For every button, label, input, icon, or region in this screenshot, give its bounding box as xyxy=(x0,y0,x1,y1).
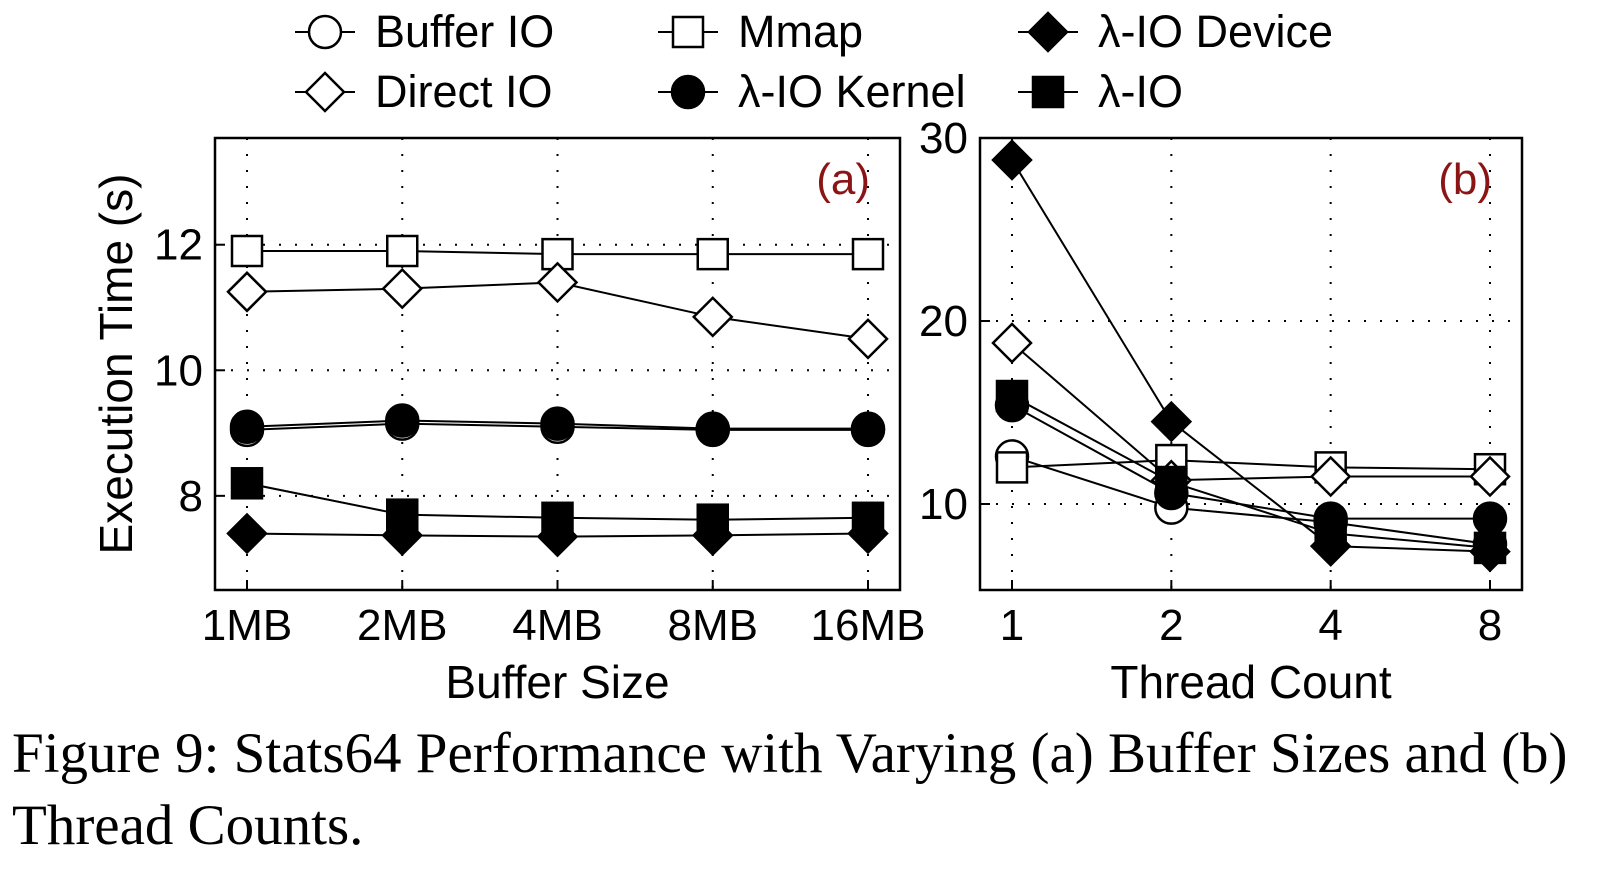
series-lambda-io xyxy=(995,379,1507,565)
legend-marker-mmap xyxy=(671,15,705,49)
panel-tag: (a) xyxy=(816,155,870,204)
point-direct-io-16mb xyxy=(847,318,889,360)
series-lambda-io-kernel xyxy=(229,403,886,446)
point-lambda-io-device-1mb xyxy=(226,512,268,555)
point-lambda-io-kernel-2mb xyxy=(385,403,420,438)
point-lambda-io-1mb xyxy=(230,467,264,500)
y-tick-label-30: 30 xyxy=(919,114,968,163)
point-mmap-16mb xyxy=(851,237,885,271)
legend-marker-direct-io xyxy=(304,71,346,113)
series-mmap xyxy=(230,234,885,271)
legend-marker-lambda-io-device xyxy=(1027,11,1069,53)
series-line-mmap xyxy=(1011,459,1491,471)
point-lambda-io-8 xyxy=(1473,531,1507,565)
legend-label-lambda-io-kernel: λ-IO Kernel xyxy=(738,66,966,117)
x-tick-label-4: 4 xyxy=(1318,601,1342,650)
series-direct-io xyxy=(226,261,889,360)
point-direct-io-2mb xyxy=(381,267,424,310)
series-lambda-io-device xyxy=(226,512,889,558)
y-tick-label-10: 10 xyxy=(919,480,968,529)
plot-frame xyxy=(978,136,1524,592)
y-tick-label-20: 20 xyxy=(919,297,968,346)
y-axis-title: Execution Time (s) xyxy=(90,174,142,555)
point-mmap-2mb xyxy=(386,234,419,268)
legend-label-buffer-io: Buffer IO xyxy=(375,6,554,57)
point-direct-io-1 xyxy=(991,322,1033,364)
point-mmap-8mb xyxy=(696,237,729,271)
series-line-buffer-io xyxy=(1011,455,1491,546)
point-mmap-1mb xyxy=(230,234,264,268)
x-tick-label-2: 2 xyxy=(1159,601,1183,650)
point-lambda-io-2 xyxy=(1155,465,1188,499)
series-direct-io xyxy=(991,322,1511,501)
point-lambda-io-4 xyxy=(1314,517,1347,550)
x-tick-label-1: 1 xyxy=(1000,601,1024,650)
point-direct-io-8mb xyxy=(691,296,734,338)
chart-panel-a: 8 10 12 1MB 2MB 4MB 8MB 16MB Buffer Size Executio… xyxy=(90,136,926,708)
x-tick-label-8mb: 8MB xyxy=(668,601,758,650)
legend-label-mmap: Mmap xyxy=(738,6,863,57)
point-direct-io-8 xyxy=(1469,455,1511,498)
point-lambda-io-kernel-8 xyxy=(1472,501,1508,536)
series-line-lambda-io xyxy=(1011,395,1491,549)
point-lambda-io-kernel-4mb xyxy=(540,406,575,441)
chart-panel-b: 10 20 30 1 2 4 8 Thread Count (b) xyxy=(919,114,1524,708)
point-lambda-io-device-1 xyxy=(991,139,1033,181)
x-tick-label-16mb: 16MB xyxy=(811,601,926,650)
point-lambda-io-device-2 xyxy=(1150,400,1193,443)
x-tick-label-2mb: 2MB xyxy=(357,601,447,650)
point-lambda-io-device-4mb xyxy=(536,515,579,558)
y-tick-label-10: 10 xyxy=(154,346,203,395)
point-lambda-io-kernel-1mb xyxy=(229,409,265,445)
point-lambda-io-device-2mb xyxy=(381,514,424,557)
figure-caption: Figure 9: Stats64 Performance with Varyi… xyxy=(12,722,1568,857)
legend-marker-buffer-io xyxy=(307,14,343,50)
legend-label-lambda-io: λ-IO xyxy=(1098,66,1183,117)
x-tick-label-4mb: 4MB xyxy=(512,601,602,650)
point-direct-io-4mb xyxy=(536,261,579,304)
point-direct-io-4 xyxy=(1309,455,1352,498)
point-lambda-io-kernel-8mb xyxy=(695,411,730,446)
x-tick-label-8: 8 xyxy=(1478,601,1502,650)
legend-marker-lambda-io-kernel xyxy=(670,74,706,110)
series-lambda-io-kernel xyxy=(994,387,1508,536)
legend-label-direct-io: Direct IO xyxy=(375,66,553,117)
series-line-direct-io xyxy=(1011,342,1490,482)
y-tick-label-8: 8 xyxy=(179,472,203,521)
y-tick-label-12: 12 xyxy=(154,221,203,270)
legend-marker-lambda-io xyxy=(1031,75,1065,109)
x-tick-label-1mb: 1MB xyxy=(202,601,292,650)
legend: Buffer IO Mmap λ-IO Device Direct IO λ-IO Ke… xyxy=(295,6,1333,117)
panel-tag: (b) xyxy=(1438,155,1492,204)
point-lambda-io-device-8mb xyxy=(691,514,734,557)
legend-label-lambda-io-device: λ-IO Device xyxy=(1098,6,1333,57)
point-lambda-io-1 xyxy=(995,379,1029,413)
x-axis-title: Thread Count xyxy=(1110,656,1391,708)
point-direct-io-1mb xyxy=(226,271,268,313)
point-mmap-1 xyxy=(995,451,1029,484)
x-axis-title: Buffer Size xyxy=(445,656,669,708)
series-line-lambda-io-kernel xyxy=(1011,404,1490,520)
point-lambda-io-kernel-16mb xyxy=(850,411,886,446)
series-line-lambda-io-device xyxy=(1011,159,1491,553)
point-lambda-io-device-16mb xyxy=(847,512,889,555)
